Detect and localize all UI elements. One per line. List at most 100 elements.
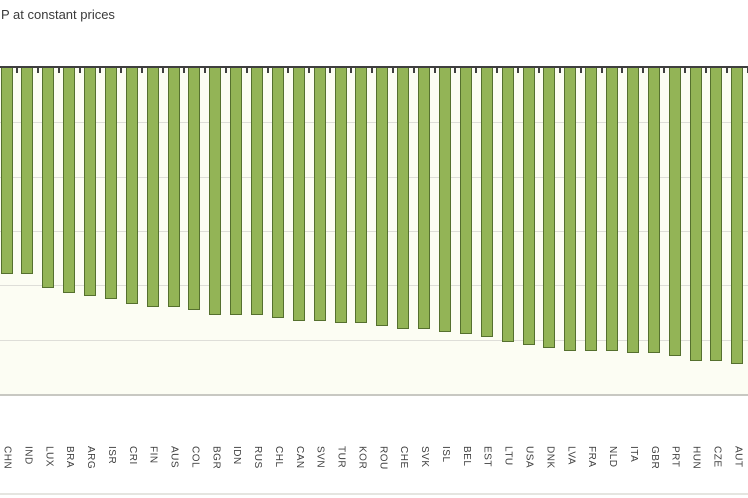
category-tick bbox=[78, 68, 81, 73]
category-tick bbox=[537, 68, 540, 73]
category-tick bbox=[245, 68, 248, 73]
category-tick bbox=[663, 68, 666, 73]
category-tick bbox=[15, 68, 18, 73]
category-tick bbox=[454, 68, 457, 73]
x-axis-label-ind: IND bbox=[22, 446, 34, 465]
x-axis-label-usa: USA bbox=[523, 446, 535, 469]
bar-prt bbox=[668, 68, 681, 356]
x-axis-label-prt: PRT bbox=[669, 446, 681, 468]
bar-che bbox=[397, 68, 410, 329]
category-tick bbox=[412, 68, 415, 73]
x-axis-label-ltu: LTU bbox=[502, 446, 514, 466]
x-axis-label-aut: AUT bbox=[732, 446, 744, 468]
bar-cze bbox=[710, 68, 723, 362]
x-axis-label-svn: SVN bbox=[314, 446, 326, 469]
category-tick bbox=[57, 68, 60, 73]
bar-kor bbox=[355, 68, 368, 324]
category-tick bbox=[182, 68, 185, 73]
category-tick bbox=[621, 68, 624, 73]
category-tick bbox=[600, 68, 603, 73]
x-axis-label-col: COL bbox=[189, 446, 201, 469]
bar-rus bbox=[251, 68, 264, 316]
category-tick bbox=[517, 68, 520, 73]
x-axis-label-rus: RUS bbox=[252, 446, 264, 469]
bar-lux bbox=[42, 68, 55, 289]
category-tick bbox=[496, 68, 499, 73]
bar-chn bbox=[0, 68, 13, 275]
category-tick bbox=[99, 68, 102, 73]
chart-title: P at constant prices bbox=[1, 7, 115, 22]
category-tick bbox=[579, 68, 582, 73]
bar-bel bbox=[459, 68, 472, 335]
category-tick bbox=[558, 68, 561, 73]
category-tick bbox=[725, 68, 728, 73]
bar-gbr bbox=[647, 68, 660, 354]
x-axis-label-hun: HUN bbox=[690, 446, 702, 470]
bar-can bbox=[292, 68, 305, 321]
bar-cri bbox=[125, 68, 138, 305]
bar-col bbox=[188, 68, 201, 310]
category-tick bbox=[433, 68, 436, 73]
bar-dnk bbox=[543, 68, 556, 348]
x-axis-label-tur: TUR bbox=[335, 446, 347, 469]
x-axis-label-fin: FIN bbox=[147, 446, 159, 464]
bar-svk bbox=[418, 68, 431, 329]
category-tick bbox=[746, 68, 748, 73]
x-axis-label-cze: CZE bbox=[711, 446, 723, 468]
x-axis-label-isr: ISR bbox=[105, 446, 117, 465]
x-axis-label-chn: CHN bbox=[1, 446, 13, 470]
category-tick bbox=[120, 68, 123, 73]
bar-est bbox=[480, 68, 493, 337]
x-axis-label-gbr: GBR bbox=[648, 446, 660, 470]
x-axis-label-kor: KOR bbox=[356, 446, 368, 470]
x-axis-label-bra: BRA bbox=[64, 446, 76, 469]
x-axis-label-lva: LVA bbox=[565, 446, 577, 465]
bar-fin bbox=[146, 68, 159, 308]
x-axis-label-aus: AUS bbox=[168, 446, 180, 469]
category-tick bbox=[704, 68, 707, 73]
category-tick bbox=[642, 68, 645, 73]
category-tick bbox=[287, 68, 290, 73]
x-axis-label-ita: ITA bbox=[627, 446, 639, 463]
category-tick bbox=[203, 68, 206, 73]
x-axis-label-fra: FRA bbox=[586, 446, 598, 468]
bar-bgr bbox=[209, 68, 222, 316]
bar-rou bbox=[376, 68, 389, 327]
x-axis-label-che: CHE bbox=[398, 446, 410, 469]
bar-usa bbox=[522, 68, 535, 346]
x-axis-label-cri: CRI bbox=[126, 446, 138, 465]
bar-fra bbox=[585, 68, 598, 351]
x-axis-label-idn: IDN bbox=[231, 446, 243, 465]
x-axis-label-bel: BEL bbox=[460, 446, 472, 467]
category-tick bbox=[36, 68, 39, 73]
category-tick bbox=[350, 68, 353, 73]
category-tick bbox=[266, 68, 269, 73]
bar-idn bbox=[230, 68, 243, 316]
category-tick bbox=[391, 68, 394, 73]
x-axis-label-arg: ARG bbox=[85, 446, 97, 470]
category-tick bbox=[329, 68, 332, 73]
gridline bbox=[0, 176, 748, 178]
x-axis-label-dnk: DNK bbox=[544, 446, 556, 469]
gridline bbox=[0, 339, 748, 341]
bar-arg bbox=[84, 68, 97, 297]
x-axis-label-isl: ISL bbox=[439, 446, 451, 463]
category-tick bbox=[684, 68, 687, 73]
bar-isr bbox=[104, 68, 117, 299]
gridline bbox=[0, 231, 748, 232]
bar-chl bbox=[271, 68, 284, 318]
x-axis-label-nld: NLD bbox=[607, 446, 619, 468]
x-axis-label-rou: ROU bbox=[377, 446, 389, 470]
x-axis-label-bgr: BGR bbox=[210, 446, 222, 470]
bar-ltu bbox=[501, 68, 514, 343]
gridline bbox=[0, 285, 748, 287]
bar-lva bbox=[564, 68, 577, 351]
x-axis-label-est: EST bbox=[481, 446, 493, 467]
x-axis-label-can: CAN bbox=[293, 446, 305, 469]
bar-bra bbox=[63, 68, 76, 294]
category-tick bbox=[308, 68, 311, 73]
bar-ita bbox=[626, 68, 639, 354]
category-tick bbox=[141, 68, 144, 73]
bar-hun bbox=[689, 68, 702, 362]
